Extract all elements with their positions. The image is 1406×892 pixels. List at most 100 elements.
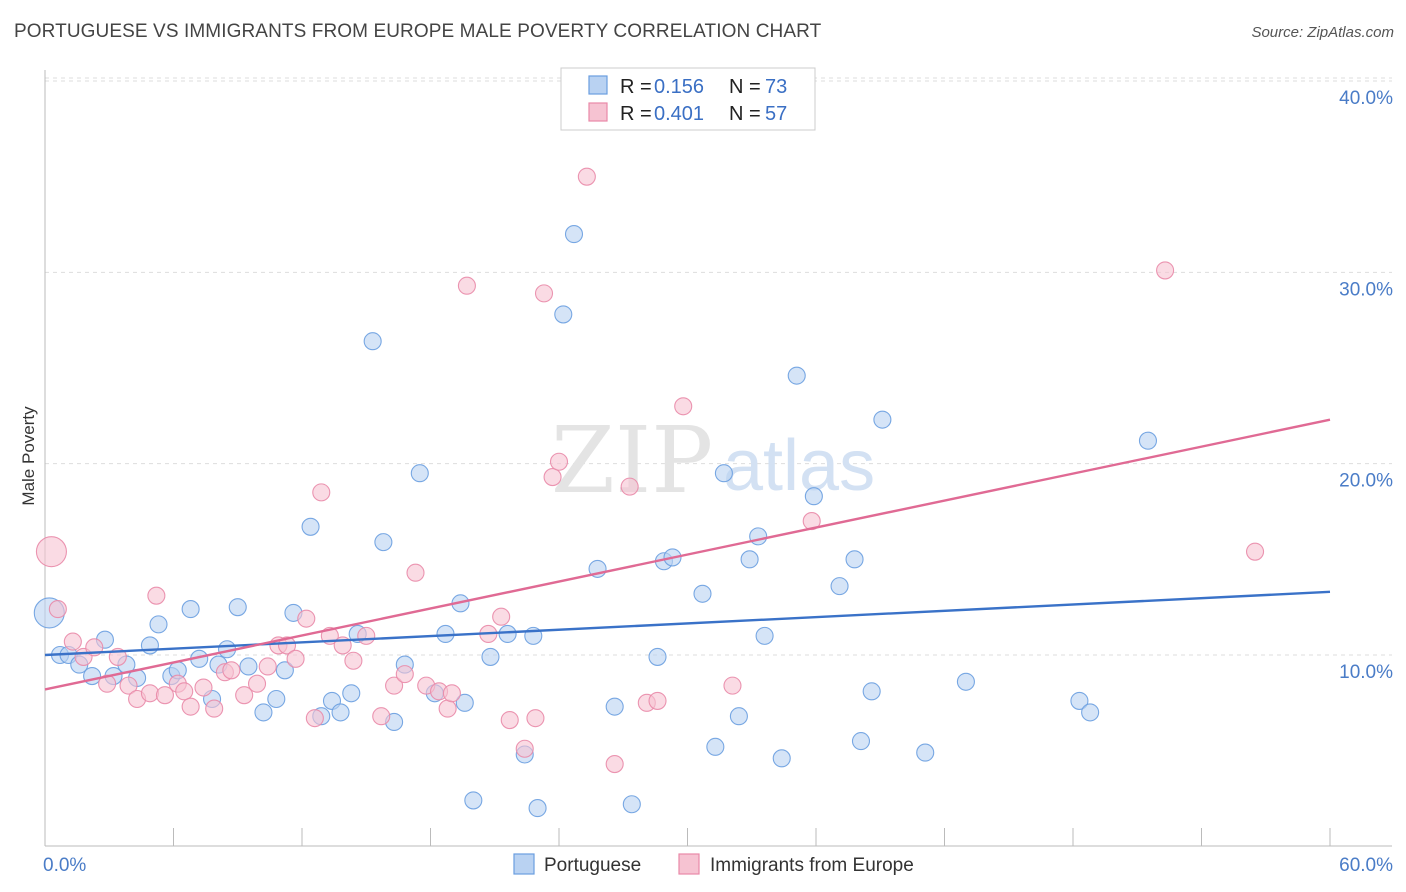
point-portuguese-55	[714, 464, 733, 483]
legend-swatch-immigrants	[588, 102, 608, 122]
point-immigrants-57	[1156, 261, 1175, 280]
point-portuguese-45	[554, 305, 573, 324]
bottom-legend-label-portuguese: Portuguese	[544, 855, 641, 876]
point-immigrants-51	[620, 477, 639, 496]
series-immigrants-points	[35, 167, 1265, 774]
trend-line-immigrants	[44, 418, 1331, 691]
point-immigrants-1	[48, 600, 67, 619]
point-portuguese-21	[267, 689, 286, 709]
y-tick-label-0: 10.0%	[1339, 662, 1393, 683]
bottom-legend-label-immigrants: Immigrants from Europe	[710, 855, 914, 876]
y-tick-label-2: 30.0%	[1339, 279, 1393, 300]
point-portuguese-56	[729, 707, 748, 726]
legend-r-value-0: 0.156	[654, 76, 704, 98]
point-portuguese-38	[455, 693, 474, 712]
point-portuguese-65	[851, 732, 871, 751]
point-immigrants-19	[235, 686, 254, 705]
point-portuguese-69	[956, 672, 975, 691]
point-immigrants-47	[543, 468, 562, 487]
series-portuguese-points	[33, 225, 1158, 818]
point-portuguese-53	[693, 584, 712, 603]
point-portuguese-72	[1138, 431, 1158, 450]
point-immigrants-46	[534, 284, 554, 303]
legend-n-value-0: 73	[765, 76, 787, 98]
point-immigrants-43	[500, 711, 519, 730]
point-immigrants-16	[205, 699, 224, 718]
point-portuguese-50	[648, 647, 667, 666]
point-portuguese-18	[228, 598, 247, 617]
point-portuguese-9	[140, 636, 159, 655]
point-portuguese-59	[755, 626, 774, 645]
point-immigrants-30	[344, 651, 363, 670]
point-immigrants-40	[457, 276, 476, 295]
point-portuguese-22	[275, 661, 294, 680]
point-immigrants-21	[258, 657, 277, 676]
trend-lines	[44, 418, 1331, 691]
point-portuguese-54	[706, 737, 725, 756]
legend-r-label-0: R =	[620, 76, 652, 98]
point-portuguese-49	[622, 795, 641, 814]
point-portuguese-46	[564, 225, 584, 244]
point-portuguese-70	[1070, 691, 1089, 710]
point-immigrants-55	[723, 676, 742, 695]
point-immigrants-42	[492, 607, 511, 626]
point-portuguese-24	[301, 517, 320, 536]
x-tick-label-max: 60.0%	[1339, 855, 1393, 876]
legend-swatch-portuguese	[588, 75, 608, 95]
bottom-legend-swatch-immigrants	[678, 853, 700, 875]
watermark-atlas: atlas	[723, 426, 875, 506]
point-immigrants-50	[605, 755, 624, 774]
point-immigrants-2	[63, 632, 82, 651]
point-immigrants-32	[372, 707, 391, 726]
watermark: ZIP atlas	[551, 407, 875, 514]
legend-n-label-0: N =	[729, 76, 761, 98]
point-portuguese-10	[149, 615, 168, 634]
point-portuguese-62	[804, 487, 823, 506]
point-portuguese-60	[772, 749, 791, 768]
y-tick-label-1: 20.0%	[1339, 471, 1393, 492]
point-portuguese-13	[181, 600, 200, 619]
point-immigrants-10	[147, 586, 166, 605]
top-legend: R = 0.156 N = 73 R = 0.401 N = 57	[560, 67, 816, 131]
legend-r-label-1: R =	[620, 103, 652, 125]
point-immigrants-49	[577, 167, 596, 186]
axes	[44, 70, 1392, 847]
point-immigrants-39	[442, 684, 461, 703]
point-immigrants-14	[181, 697, 200, 716]
point-immigrants-25	[297, 609, 316, 628]
point-portuguese-57	[740, 550, 759, 569]
point-portuguese-30	[363, 332, 382, 351]
point-portuguese-67	[873, 410, 892, 429]
point-portuguese-34	[410, 464, 429, 483]
chart-title: PORTUGUESE VS IMMIGRANTS FROM EUROPE MAL…	[14, 21, 822, 42]
point-portuguese-48	[605, 697, 624, 716]
point-immigrants-58	[1245, 542, 1265, 561]
point-portuguese-64	[845, 550, 864, 569]
point-immigrants-48	[549, 452, 569, 471]
point-immigrants-45	[526, 709, 545, 728]
watermark-zip: ZIP	[551, 407, 713, 514]
tick-labels: 10.0% 20.0% 30.0% 40.0% 0.0% 60.0%	[43, 88, 1393, 876]
point-immigrants-18	[222, 661, 241, 680]
point-portuguese-66	[862, 682, 881, 701]
point-portuguese-61	[787, 366, 806, 385]
point-portuguese-44	[528, 799, 547, 818]
point-portuguese-58	[749, 527, 768, 546]
point-portuguese-68	[916, 743, 935, 762]
point-portuguese-40	[481, 647, 500, 666]
point-immigrants-7	[119, 676, 138, 695]
point-immigrants-15	[194, 678, 213, 697]
bottom-legend: Portuguese Immigrants from Europe	[513, 853, 914, 876]
point-portuguese-39	[464, 791, 483, 810]
point-immigrants-33	[385, 676, 404, 695]
y-axis-label: Male Poverty	[19, 406, 38, 506]
point-immigrants-11	[155, 686, 174, 705]
legend-n-value-1: 57	[765, 103, 787, 125]
point-immigrants-54	[674, 397, 693, 416]
point-immigrants-44	[515, 739, 534, 758]
point-immigrants-13	[175, 682, 194, 701]
legend-n-label-1: N =	[729, 103, 761, 125]
point-portuguese-27	[331, 703, 350, 722]
point-immigrants-31	[357, 626, 376, 645]
